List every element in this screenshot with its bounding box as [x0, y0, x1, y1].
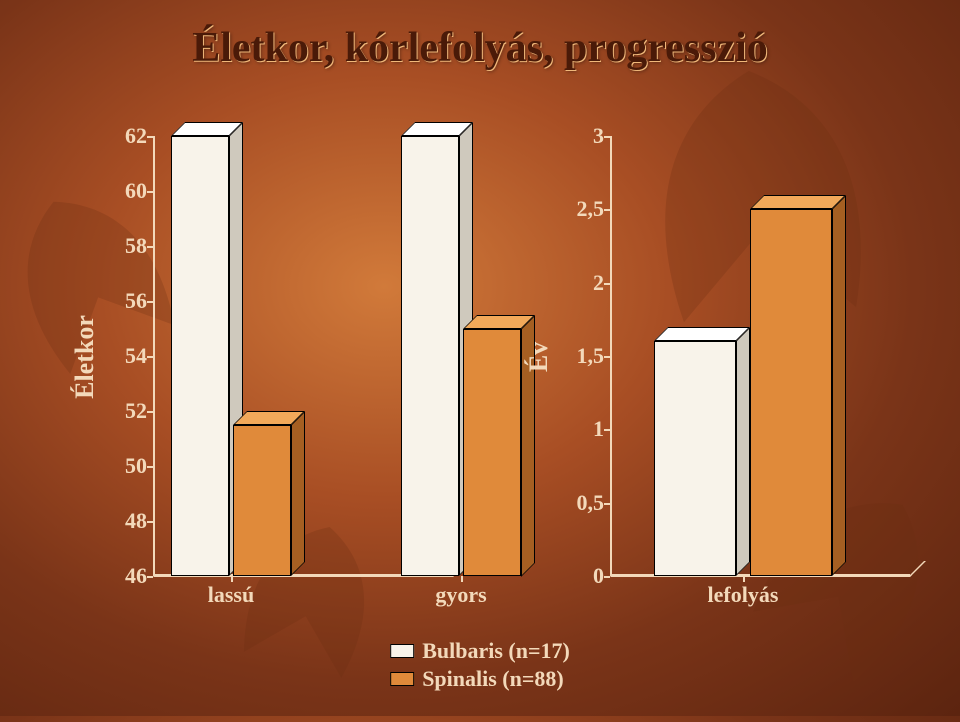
bar	[233, 425, 291, 576]
ytick-label: 3	[593, 123, 610, 149]
ytick-label: 62	[125, 123, 153, 149]
ytick-label: 52	[125, 398, 153, 424]
legend-item: Bulbaris (n=17)	[390, 638, 570, 664]
ylabel-ev: Év	[524, 342, 554, 372]
ytick-label: 58	[125, 233, 153, 259]
ylabel-eletkor: Életkor	[70, 315, 100, 399]
ytick-label: 0,5	[577, 490, 611, 516]
ytick-label: 46	[125, 563, 153, 589]
legend-label: Spinalis (n=88)	[422, 666, 564, 692]
ytick-label: 2	[593, 270, 610, 296]
chart-eletkor: 464850525456586062lassúgyors	[153, 136, 453, 576]
bar	[750, 209, 832, 576]
legend-swatch	[390, 644, 414, 658]
legend-item: Spinalis (n=88)	[390, 666, 570, 692]
bar	[654, 341, 736, 576]
ytick-label: 48	[125, 508, 153, 534]
legend: Bulbaris (n=17)Spinalis (n=88)	[390, 636, 570, 694]
bar	[171, 136, 229, 576]
page-title: Életkor, kórlefolyás, progresszió	[0, 24, 960, 72]
ytick-label: 1	[593, 416, 610, 442]
bar	[463, 329, 521, 577]
ytick-label: 60	[125, 178, 153, 204]
ytick-label: 2,5	[577, 196, 611, 222]
chart-ev: 00,511,522,53lefolyás	[610, 136, 910, 576]
ytick-label: 54	[125, 343, 153, 369]
bar	[401, 136, 459, 576]
ytick-label: 1,5	[577, 343, 611, 369]
ytick-label: 0	[593, 563, 610, 589]
legend-label: Bulbaris (n=17)	[422, 638, 570, 664]
ytick-label: 50	[125, 453, 153, 479]
ytick-label: 56	[125, 288, 153, 314]
legend-swatch	[390, 672, 414, 686]
